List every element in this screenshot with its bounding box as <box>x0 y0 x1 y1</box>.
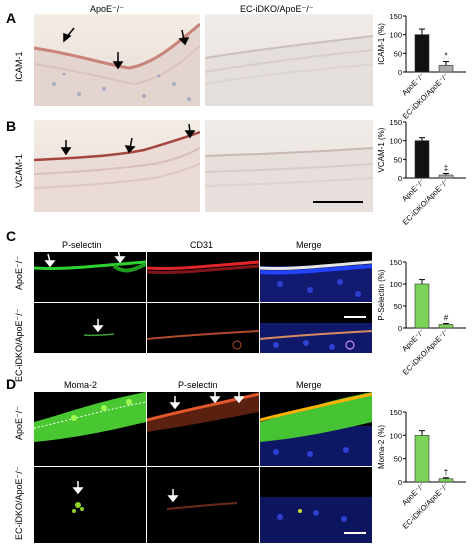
d-moma2-apoe-image <box>34 392 146 466</box>
x-tick-label: EC-iDKO/ApoE⁻/⁻ <box>401 327 451 377</box>
y-tick-label: 100 <box>389 431 402 440</box>
significance-marker: # <box>444 314 449 323</box>
c-cd31-ec-idko-image <box>147 303 259 353</box>
c-merge-apoe-image <box>260 252 372 302</box>
bar-chart-moma2: Moma-2 (%) 0 50 100 150 ApoE⁻/⁻ EC-iDKO/ApoE⁻/… <box>377 398 474 544</box>
significance-marker: * <box>444 52 447 61</box>
bar <box>438 478 454 483</box>
bar <box>414 283 430 329</box>
bar <box>414 140 430 179</box>
column-label-moma2: Moma-2 <box>64 380 98 390</box>
icam1-ec-idko-micrograph <box>205 14 373 106</box>
y-tick-label: 50 <box>394 455 402 464</box>
y-tick-label: 100 <box>389 137 402 146</box>
c-cd31-apoe-image <box>147 252 259 302</box>
x-tick-label: EC-iDKO/ApoE⁻/⁻ <box>401 71 451 121</box>
significance-marker: ‡ <box>444 164 448 173</box>
bar <box>438 324 454 329</box>
y-tick-label: 0 <box>398 478 402 487</box>
y-axis-label: Moma-2 (%) <box>377 425 386 469</box>
column-label-apoe: ApoE⁻/⁻ <box>90 4 125 14</box>
row-label-apoe-d: ApoE⁻/⁻ <box>14 405 24 440</box>
panel-letter-d: D <box>6 376 17 392</box>
x-tick-label: EC-iDKO/ApoE⁻/⁻ <box>401 481 451 531</box>
column-label-p-selectin: P-selectin <box>62 240 102 250</box>
panel-letter-c: C <box>6 228 17 244</box>
y-axis-label: VCAM-1 (%) <box>377 127 386 172</box>
y-tick-label: 50 <box>394 302 402 311</box>
row-label-ec-idko: EC-iDKO/ApoE⁻/⁻ <box>14 308 24 382</box>
c-pselectin-ec-idko-image <box>34 303 146 353</box>
bar-chart-vcam1: VCAM-1 (%) 0 50 100 150 ApoE⁻/⁻ EC-iDKO/ApoE⁻/… <box>377 116 474 227</box>
y-tick-label: 50 <box>394 49 402 58</box>
x-tick-label: EC-iDKO/ApoE⁻/⁻ <box>401 177 451 227</box>
bar-chart-p-selectin: P-Selectin (%) 0 50 100 150 ApoE⁻/⁻ EC-iDKO/Ap… <box>377 252 474 377</box>
vcam1-apoe-micrograph <box>34 120 200 212</box>
row-label-icam1: ICAM-1 <box>14 51 24 82</box>
d-pselectin-apoe-image <box>147 392 259 466</box>
y-tick-label: 0 <box>398 68 402 77</box>
column-label-merge: Merge <box>296 240 322 250</box>
c-merge-ec-idko-image <box>260 303 372 353</box>
row-label-vcam1: VCAM-1 <box>14 153 24 188</box>
y-tick-label: 150 <box>389 12 402 21</box>
d-pselectin-ec-idko-image <box>147 467 259 543</box>
y-tick-label: 100 <box>389 280 402 289</box>
column-label-p-selectin-d: P-selectin <box>178 380 218 390</box>
d-merge-apoe-image <box>260 392 372 466</box>
d-merge-ec-idko-image <box>260 467 372 543</box>
d-moma2-ec-idko-image <box>34 467 146 543</box>
row-label-ec-idko-d: EC-iDKO/ApoE⁻/⁻ <box>14 466 24 540</box>
y-axis-label: ICAM-1 (%) <box>377 23 386 65</box>
bar <box>414 34 430 73</box>
y-tick-label: 50 <box>394 155 402 164</box>
column-label-merge-d: Merge <box>296 380 322 390</box>
significance-marker: † <box>444 468 448 477</box>
y-tick-label: 0 <box>398 174 402 183</box>
y-tick-label: 150 <box>389 408 402 417</box>
bar-chart-icam1: ICAM-1 (%) 0 50 100 150 ApoE⁻/⁻ EC-iDKO/ApoE⁻/… <box>377 10 474 121</box>
vcam1-ec-idko-micrograph <box>205 120 373 212</box>
icam1-apoe-micrograph <box>34 14 200 106</box>
bar <box>438 64 454 73</box>
y-axis-label: P-Selectin (%) <box>377 269 386 320</box>
c-pselectin-apoe-image <box>34 252 146 302</box>
column-label-cd31: CD31 <box>190 240 214 250</box>
y-tick-label: 150 <box>389 118 402 127</box>
y-tick-label: 100 <box>389 31 402 40</box>
bar <box>438 174 454 179</box>
bar <box>414 435 430 483</box>
row-label-apoe: ApoE⁻/⁻ <box>14 255 24 290</box>
y-tick-label: 0 <box>398 324 402 333</box>
panel-letter-b: B <box>6 118 17 134</box>
panel-letter-a: A <box>6 10 17 26</box>
column-label-ec-idko: EC-iDKO/ApoE⁻/⁻ <box>240 4 314 14</box>
y-tick-label: 150 <box>389 258 402 267</box>
